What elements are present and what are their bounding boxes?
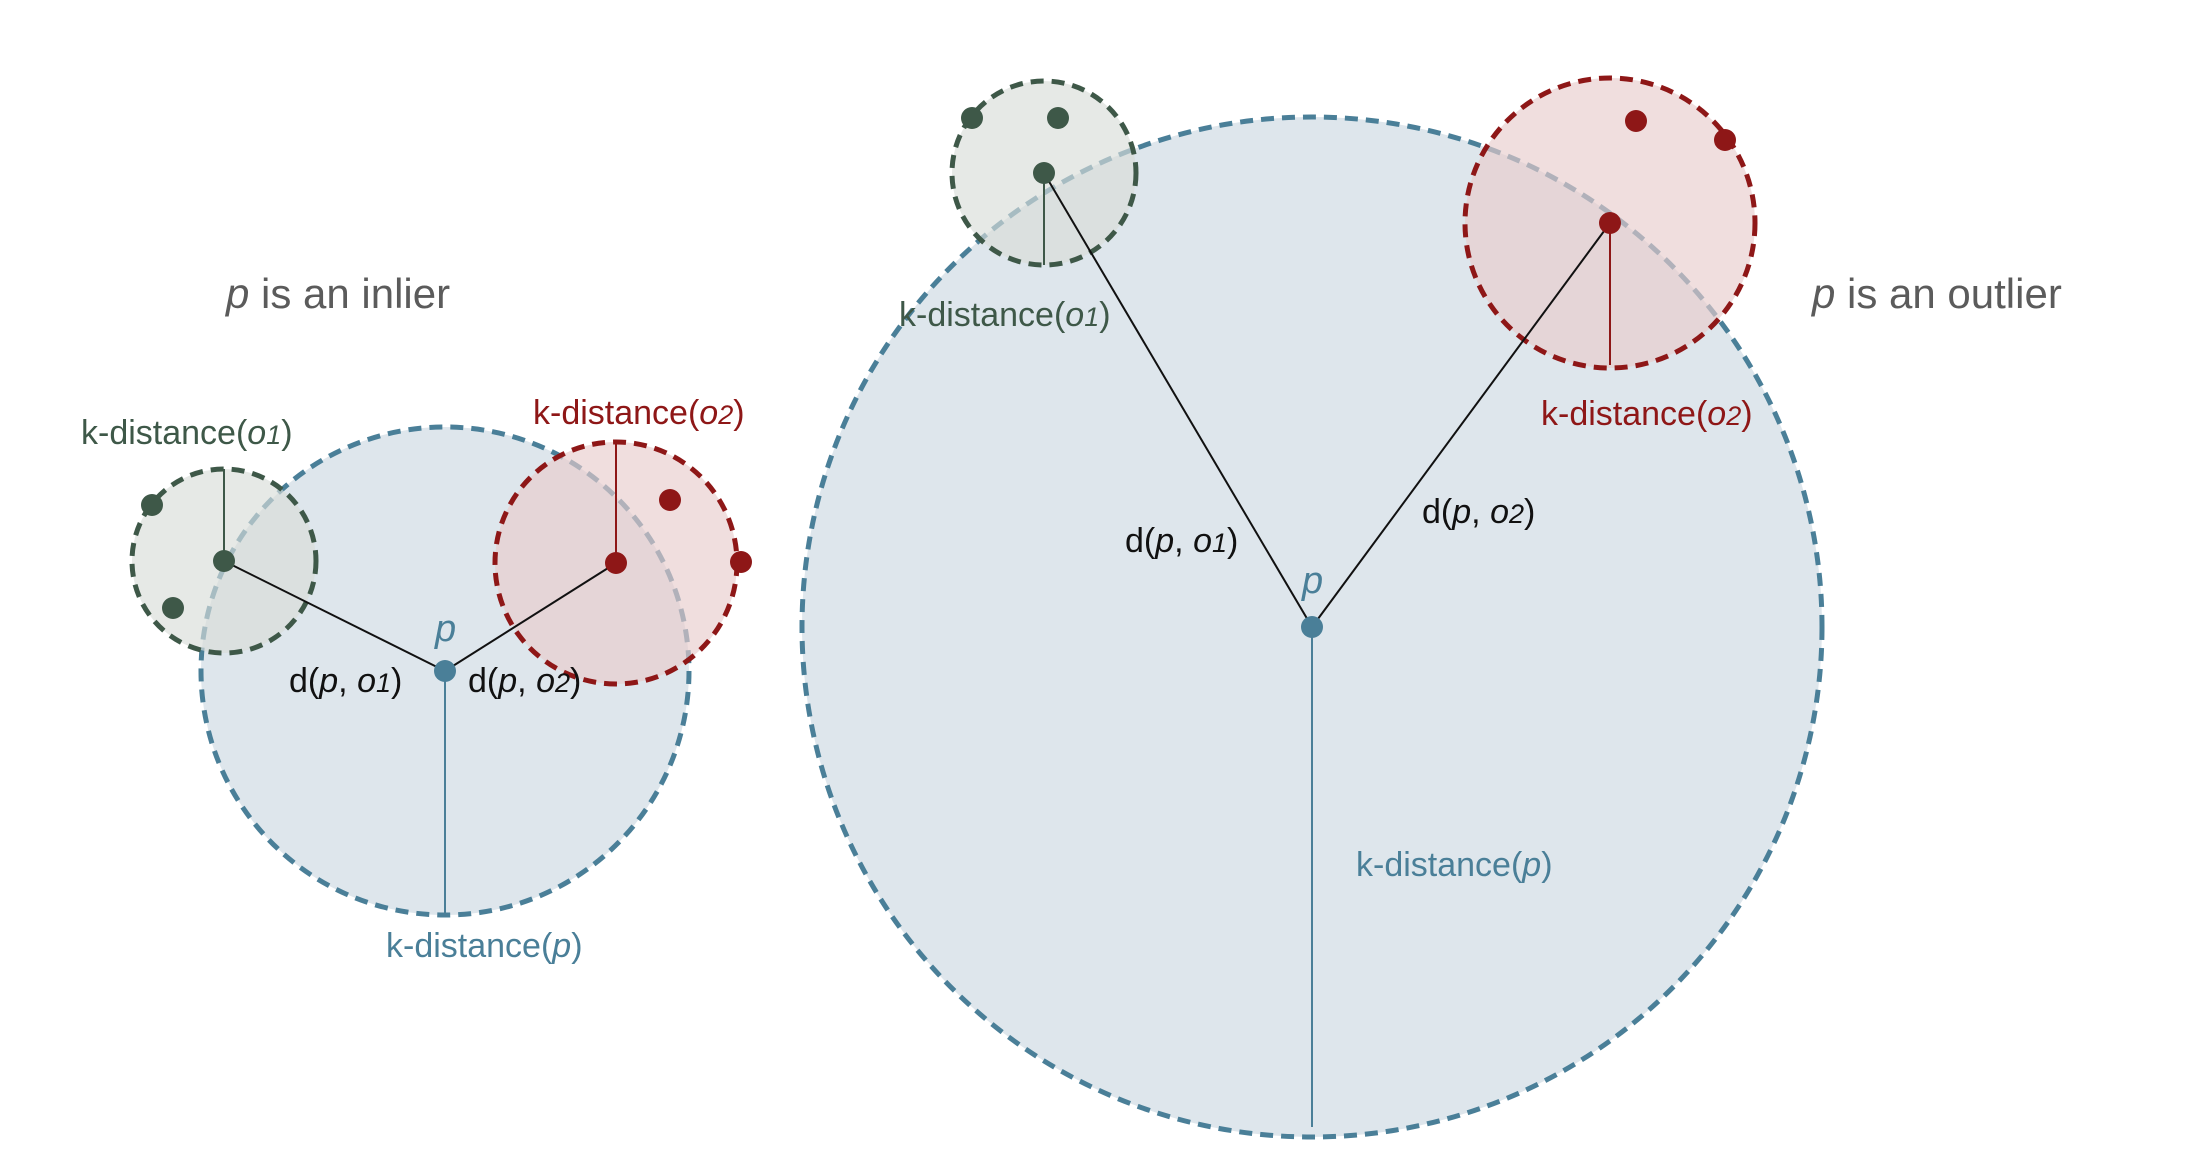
inlier-p-label: p xyxy=(434,608,456,650)
outlier-kdist-p-label: k-distance(p) xyxy=(1356,846,1553,884)
outlier-p-label: p xyxy=(1301,560,1323,602)
outlier-kdist-o1-label: k-distance(o1) xyxy=(899,296,1111,334)
inlier-d-p-o2-line xyxy=(444,562,617,672)
outlier-d-p-o1-label: d(p, o1) xyxy=(1125,522,1238,560)
outlier-neighbor-point-green xyxy=(1047,107,1069,129)
inlier-kdist-p-label: k-distance(p) xyxy=(386,927,583,965)
inlier-d-p-o1-line xyxy=(223,560,446,672)
outlier-neighbor-point-red xyxy=(1625,110,1647,132)
outlier-neighbor-point-red xyxy=(1714,129,1736,151)
outlier-neighbor-point-green xyxy=(961,107,983,129)
inlier-neighbor-point-green xyxy=(141,494,163,516)
inlier-panel: p is an inlier p k-distance(o1) k-distan… xyxy=(81,270,752,965)
outlier-panel: p is an outlier p k-distance(o1) k-dista… xyxy=(799,75,2062,1140)
inlier-d-p-o2-label: d(p, o2) xyxy=(468,662,581,700)
inlier-p-point xyxy=(434,660,456,682)
inlier-neighbor-point-green xyxy=(162,597,184,619)
inlier-d-p-o1-label: d(p, o1) xyxy=(289,662,402,700)
inlier-o2-point xyxy=(605,552,627,574)
outlier-o2-point xyxy=(1599,212,1621,234)
inlier-kdist-o1-label: k-distance(o1) xyxy=(81,414,293,452)
inlier-neighbor-point-red xyxy=(659,489,681,511)
inlier-title: p is an inlier xyxy=(224,270,450,317)
outlier-d-p-o2-label: d(p, o2) xyxy=(1422,493,1535,531)
outlier-d-p-o2-line xyxy=(1311,222,1611,628)
inlier-neighbor-point-red xyxy=(730,551,752,573)
outlier-p-point xyxy=(1301,616,1323,638)
outlier-title: p is an outlier xyxy=(1810,270,2062,317)
outlier-d-p-o1-line xyxy=(1043,172,1313,628)
outlier-o1-point xyxy=(1033,162,1055,184)
inlier-kdist-o2-label: k-distance(o2) xyxy=(533,394,745,432)
inlier-o1-point xyxy=(213,550,235,572)
outlier-kdist-o2-label: k-distance(o2) xyxy=(1541,395,1753,433)
